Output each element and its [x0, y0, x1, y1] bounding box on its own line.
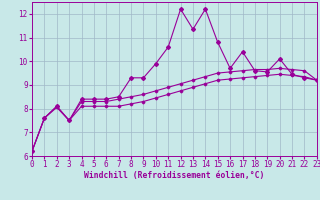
X-axis label: Windchill (Refroidissement éolien,°C): Windchill (Refroidissement éolien,°C)	[84, 171, 265, 180]
